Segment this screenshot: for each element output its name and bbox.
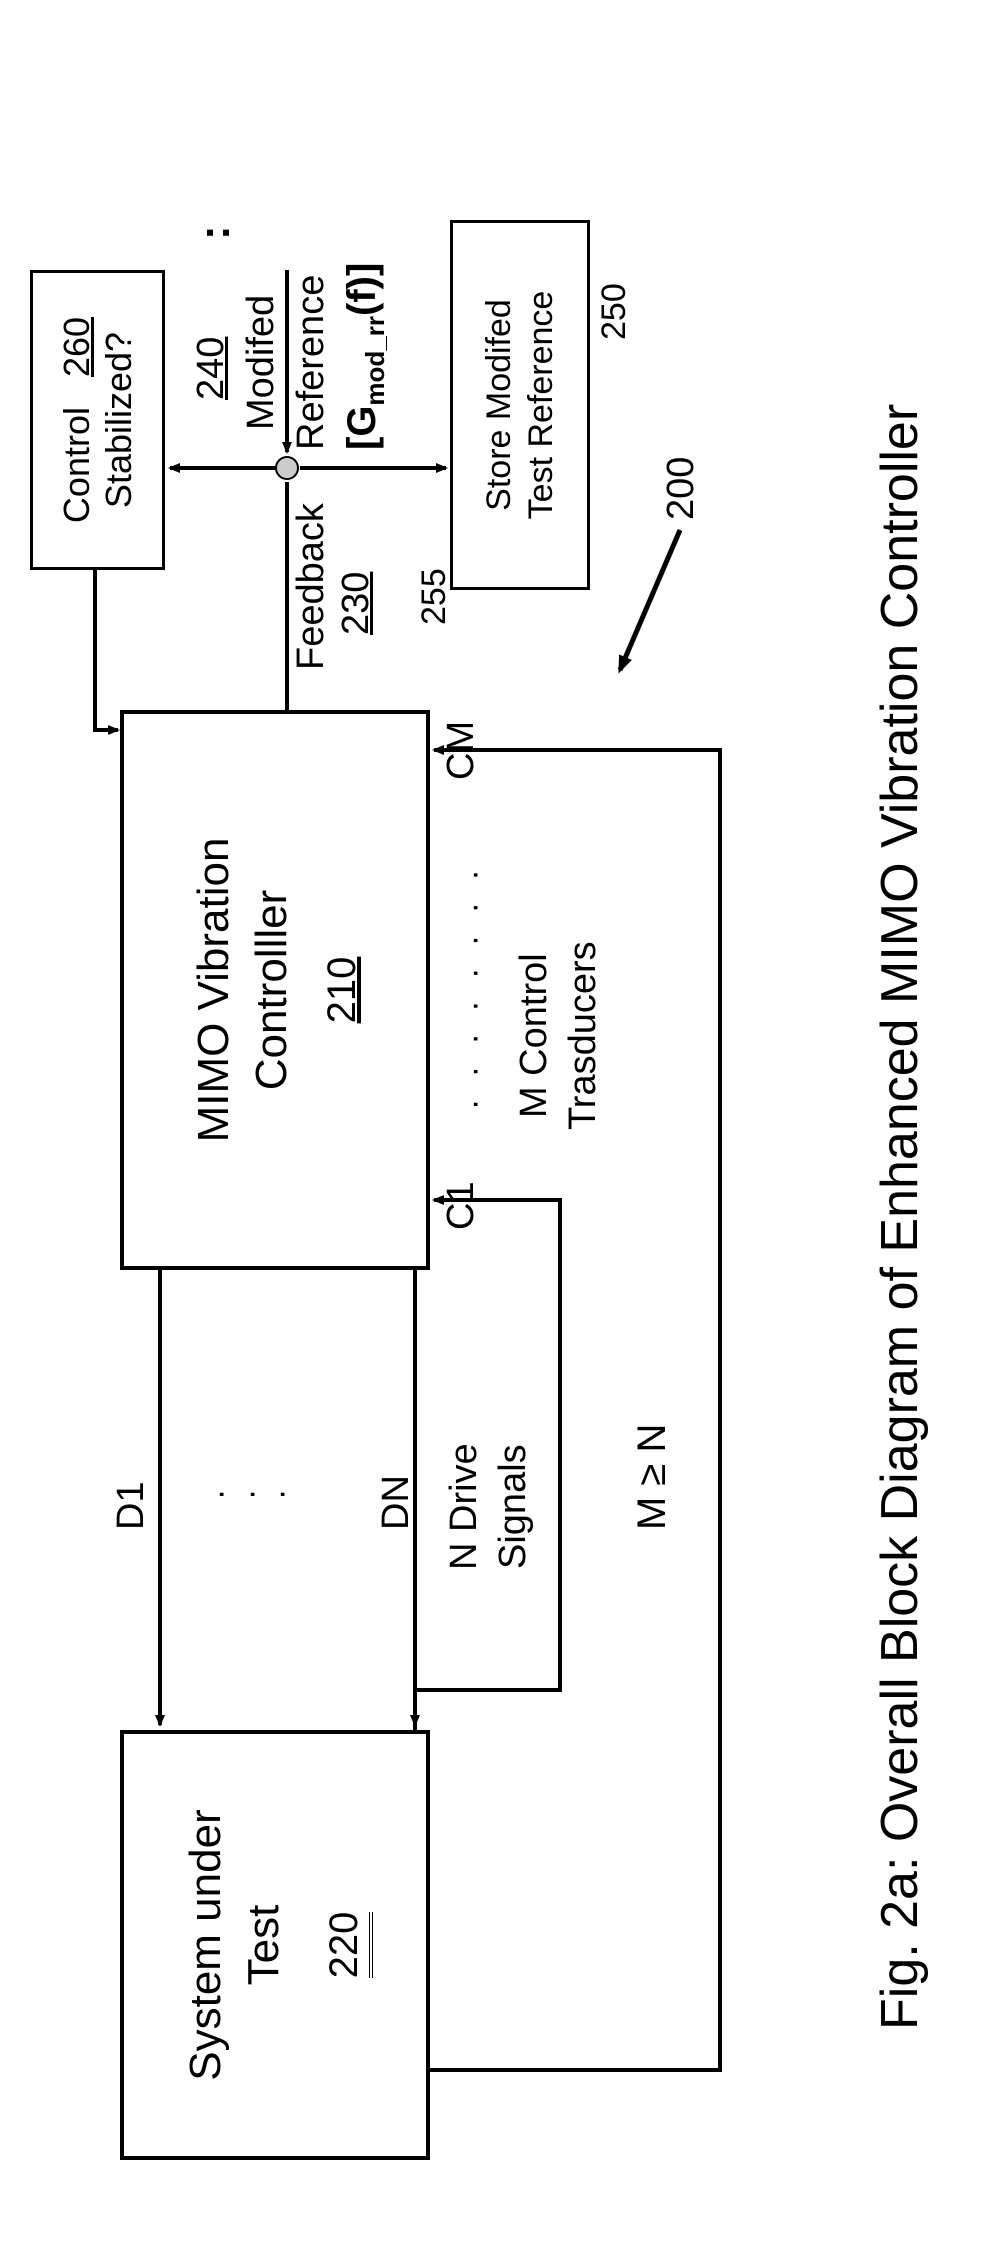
dn-label: DN — [375, 1475, 418, 1530]
feedback-node — [275, 456, 299, 480]
g-open: [G — [340, 406, 384, 450]
n-drive-label: N Drive Signals — [440, 1443, 539, 1570]
vdots: · · · — [205, 1489, 297, 1500]
store-modified-title: Store Modifed Test Reference — [478, 291, 563, 520]
ref-255: 255 — [415, 568, 454, 625]
g-sub: mod_rr — [360, 316, 390, 406]
c1-label: C1 — [440, 1181, 483, 1230]
colon-dots: : — [190, 225, 240, 240]
g-formula: [Gmod_rr(f)] — [340, 263, 391, 450]
figure-caption: Fig. 2a: Overall Block Diagram of Enhanc… — [870, 230, 930, 2030]
modified-text: Modifed — [240, 295, 283, 430]
ref-240: 240 — [190, 337, 233, 400]
d1-label: D1 — [110, 1481, 153, 1530]
ref-250: 250 — [595, 283, 634, 340]
ref-220: 220 — [322, 1912, 373, 1979]
m-ge-n-label: M ≥ N — [630, 1424, 675, 1530]
m-control-label: M Control Trasducers — [510, 941, 609, 1130]
ref-200: 200 — [660, 457, 703, 520]
control-stabilized-box: Control 260 Stabilized? — [30, 270, 165, 570]
g-tail: (f)] — [340, 263, 384, 316]
reference-text: Reference — [290, 275, 333, 450]
ref-240-text: 240 — [190, 337, 232, 400]
stabilized-text: Stabilized? — [98, 332, 140, 508]
ref-230-text: 230 — [335, 572, 377, 635]
system-under-test-title: System under Test — [177, 1809, 291, 2080]
ref-210: 210 — [320, 957, 365, 1024]
cm-label: CM — [440, 721, 483, 780]
store-modified-box: Store Modifed Test Reference — [450, 220, 590, 590]
mimo-controller-box: MIMO Vibration Controlller 210 — [120, 710, 430, 1270]
diagram-canvas: System under Test 220 MIMO Vibration Con… — [0, 0, 1006, 2250]
feedback-text: Feedback — [290, 503, 333, 670]
hdots: · · · · · · · · — [455, 863, 494, 1110]
system-under-test-box: System under Test 220 — [120, 1730, 430, 2160]
control-text: Control — [56, 407, 97, 523]
mimo-controller-title: MIMO Vibration Controlller — [185, 838, 299, 1143]
ref-260: 260 — [56, 317, 97, 377]
ref-230: 230 — [335, 572, 378, 635]
